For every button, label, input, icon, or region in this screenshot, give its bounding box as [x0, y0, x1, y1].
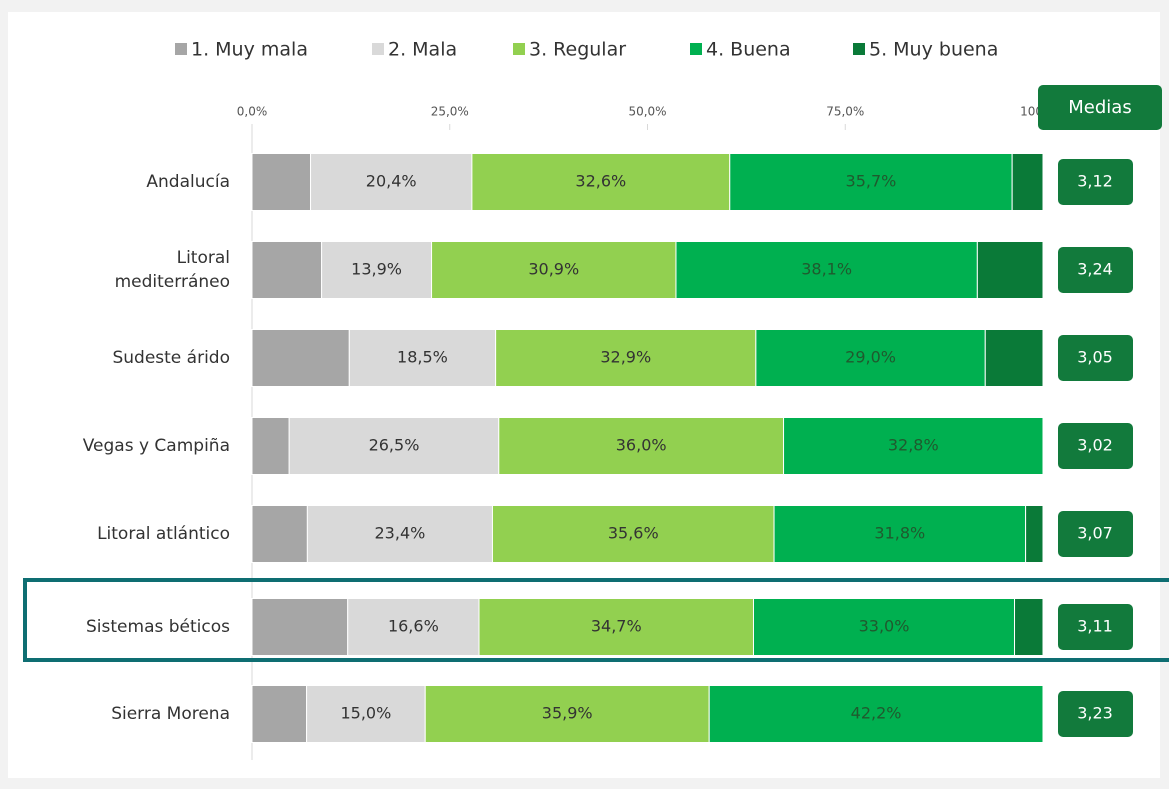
bar-segment — [251, 685, 308, 743]
media-label: 3,24 — [1077, 260, 1113, 279]
data-label: 35,6% — [608, 524, 659, 543]
bar-segment — [773, 505, 1027, 563]
bar-segment — [431, 241, 677, 299]
category-label: Litoral mediterráneo — [115, 248, 230, 292]
x-tick-label: 50,0% — [628, 105, 666, 119]
data-label: 38,1% — [801, 260, 852, 279]
bar-segment — [306, 505, 493, 563]
media-label: 3,02 — [1077, 436, 1113, 455]
legend-label: 3. Regular — [529, 39, 626, 61]
medias-header-box — [1038, 85, 1162, 130]
media-box — [1058, 335, 1133, 381]
data-label: 31,8% — [874, 524, 925, 543]
data-label: 15,0% — [340, 704, 391, 723]
data-label: 34,7% — [591, 617, 642, 636]
data-label: 13,9% — [351, 260, 402, 279]
bar-segment — [251, 241, 323, 299]
media-label: 3,12 — [1077, 172, 1113, 191]
bar-segment — [708, 685, 1044, 743]
data-label: 16,6% — [388, 617, 439, 636]
legend-swatch — [853, 43, 865, 55]
data-label: 23,4% — [375, 524, 426, 543]
data-label: 18,5% — [397, 348, 448, 367]
legend-swatch — [175, 43, 187, 55]
bar-segment — [251, 505, 308, 563]
highlight-box — [23, 578, 1169, 662]
bar-segment — [251, 329, 350, 387]
data-label: 36,0% — [616, 436, 667, 455]
media-box — [1058, 159, 1133, 205]
bar-segment — [347, 598, 480, 656]
bar-segment — [498, 417, 785, 475]
media-label: 3,07 — [1077, 524, 1113, 543]
bar-segment — [755, 329, 986, 387]
data-label: 32,9% — [600, 348, 651, 367]
data-label: 29,0% — [845, 348, 896, 367]
legend-label: 4. Buena — [706, 39, 791, 61]
bar-segment — [424, 685, 710, 743]
legend-label: 2. Mala — [388, 39, 457, 61]
legend-label: 5. Muy buena — [869, 39, 998, 61]
data-label: 20,4% — [366, 172, 417, 191]
legend-swatch — [513, 43, 525, 55]
bar-segment — [251, 417, 290, 475]
bar-segment — [976, 241, 1044, 299]
bar-segment — [984, 329, 1044, 387]
data-label: 32,6% — [575, 172, 626, 191]
bar-segment — [491, 505, 775, 563]
category-label: Andalucía — [146, 172, 230, 192]
bar-segment — [1014, 598, 1044, 656]
bar-segment — [729, 153, 1013, 211]
x-tick-label: 75,0% — [826, 105, 864, 119]
bar-segment — [752, 598, 1016, 656]
category-label: Vegas y Campiña — [83, 436, 230, 456]
bar-segment — [478, 598, 754, 656]
plot-panel — [8, 12, 1160, 778]
media-label: 3,11 — [1077, 617, 1113, 636]
bar-segment — [251, 598, 349, 656]
legend-swatch — [690, 43, 702, 55]
media-label: 3,05 — [1077, 348, 1113, 367]
bar-segment — [495, 329, 757, 387]
category-label: Sierra Morena — [111, 704, 230, 724]
media-box — [1058, 247, 1133, 293]
data-label: 42,2% — [851, 704, 902, 723]
media-label: 3,23 — [1077, 704, 1113, 723]
bar-segment — [321, 241, 433, 299]
data-label: 33,0% — [859, 617, 910, 636]
legend-label: 1. Muy mala — [191, 39, 308, 61]
media-box — [1058, 604, 1133, 650]
media-box — [1058, 691, 1133, 737]
category-label: Litoral atlántico — [97, 524, 230, 544]
bar-segment — [1025, 505, 1044, 563]
category-label: Sistemas béticos — [86, 617, 230, 637]
bar-segment — [783, 417, 1044, 475]
bar-segment — [306, 685, 426, 743]
media-box — [1058, 511, 1133, 557]
legend-swatch — [372, 43, 384, 55]
bar-segment — [288, 417, 500, 475]
bar-segment — [471, 153, 731, 211]
bar-segment — [310, 153, 473, 211]
data-label: 26,5% — [369, 436, 420, 455]
x-tick-label: 0,0% — [237, 105, 268, 119]
medias-header: Medias — [1068, 97, 1131, 118]
data-label: 32,8% — [888, 436, 939, 455]
data-label: 30,9% — [528, 260, 579, 279]
bar-segment — [1011, 153, 1044, 211]
category-label: Sudeste árido — [112, 348, 230, 368]
bar-segment — [251, 153, 312, 211]
x-tick-label: 25,0% — [431, 105, 469, 119]
data-label: 35,7% — [846, 172, 897, 191]
media-box — [1058, 423, 1133, 469]
data-label: 35,9% — [542, 704, 593, 723]
